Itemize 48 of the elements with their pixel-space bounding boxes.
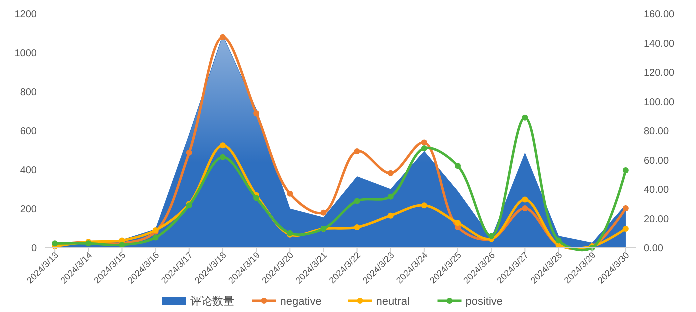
legend-label: 评论数量 xyxy=(190,296,234,308)
point xyxy=(488,233,495,240)
y2-tick-label: 120.00 xyxy=(644,68,676,79)
point xyxy=(220,142,226,149)
point xyxy=(287,190,294,197)
point xyxy=(421,146,428,152)
point xyxy=(622,226,629,232)
y2-tick-label: 20.00 xyxy=(644,214,670,226)
y2-tick-label: 0.00 xyxy=(644,244,664,254)
point xyxy=(320,210,327,216)
y-tick-label: 600 xyxy=(20,126,38,138)
point xyxy=(388,212,394,219)
point xyxy=(388,194,394,200)
point xyxy=(522,206,528,212)
point xyxy=(254,110,260,116)
legend-label: positive xyxy=(466,296,504,308)
point xyxy=(455,163,462,170)
point xyxy=(152,234,159,241)
point xyxy=(421,202,428,209)
y2-tick-label: 160.00 xyxy=(644,10,676,20)
y2-tick-label: 80.00 xyxy=(644,126,670,138)
y2-tick-label: 60.00 xyxy=(644,156,670,167)
y-tick-label: 200 xyxy=(20,204,38,216)
point xyxy=(220,154,226,160)
y-tick-label: 1000 xyxy=(14,48,38,60)
y2-tick-label: 40.00 xyxy=(644,185,670,196)
point xyxy=(186,150,192,156)
y-tick-label: 800 xyxy=(20,88,38,98)
y2-tick-label: 100.00 xyxy=(644,97,676,108)
point xyxy=(354,224,360,231)
point xyxy=(354,198,360,204)
point xyxy=(388,170,394,176)
point xyxy=(522,196,528,203)
y-tick-label: 0 xyxy=(31,244,38,254)
point xyxy=(354,148,360,154)
point xyxy=(421,140,428,146)
point xyxy=(522,114,528,121)
point xyxy=(220,34,226,40)
y-tick-label: 1200 xyxy=(14,10,38,20)
point xyxy=(622,167,629,174)
legend-label: neutral xyxy=(376,296,410,308)
legend-label: negative xyxy=(280,296,322,308)
y-tick-label: 400 xyxy=(20,166,38,176)
y2-tick-label: 140.00 xyxy=(644,38,676,50)
point xyxy=(556,238,562,244)
point xyxy=(455,220,462,226)
point xyxy=(254,195,260,202)
point xyxy=(622,206,629,212)
